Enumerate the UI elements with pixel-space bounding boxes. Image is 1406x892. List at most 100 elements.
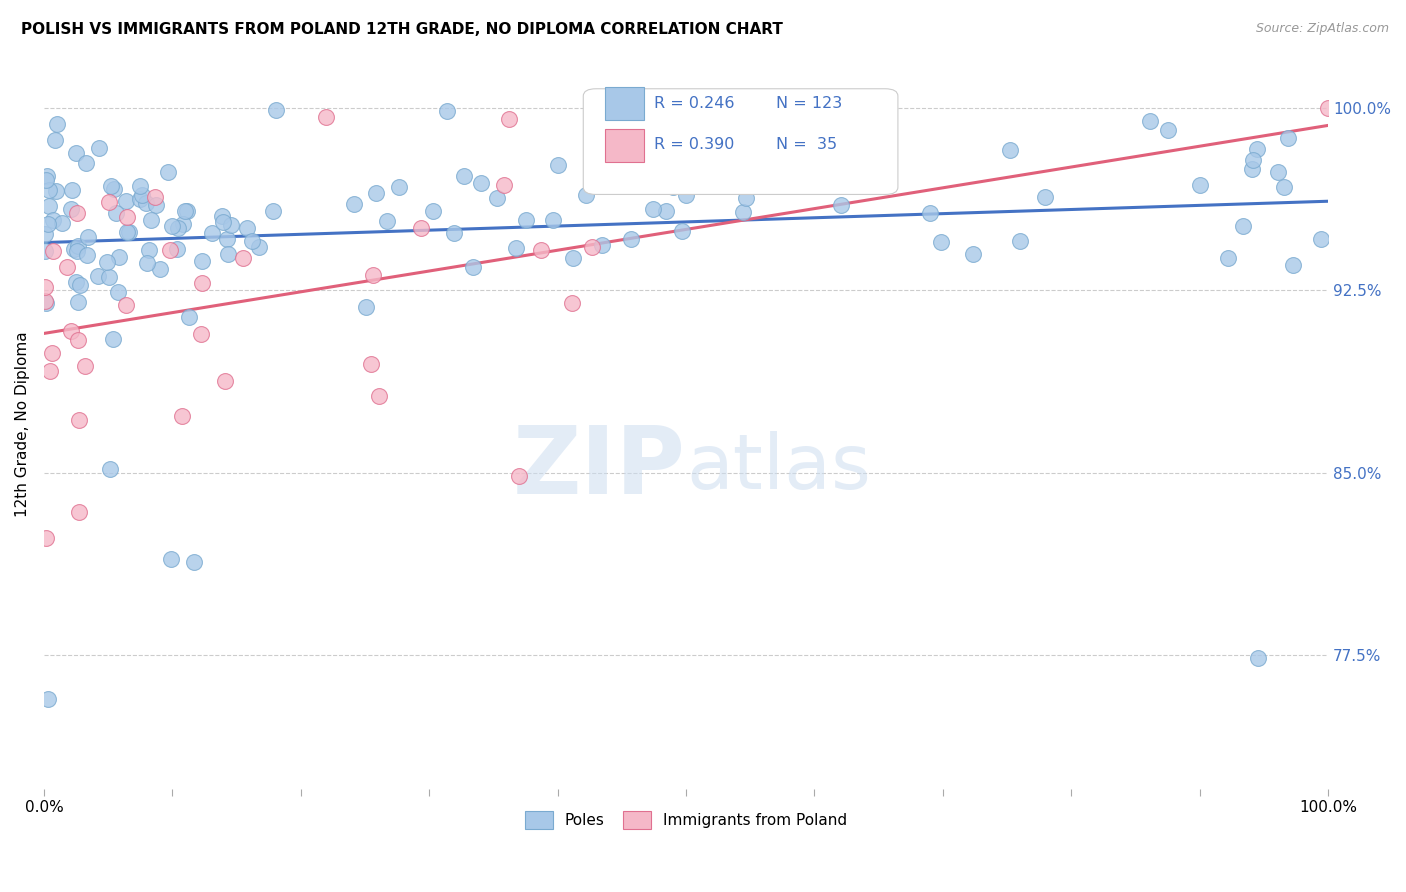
Text: N = 123: N = 123 bbox=[776, 95, 842, 111]
Point bbox=[167, 220, 190, 235]
Point bbox=[73, 359, 96, 374]
Point bbox=[361, 268, 384, 283]
Point bbox=[67, 333, 90, 347]
Point bbox=[156, 165, 179, 179]
Point bbox=[35, 169, 58, 184]
Point bbox=[232, 252, 254, 266]
Point bbox=[1033, 190, 1056, 204]
Point bbox=[87, 141, 110, 155]
Text: atlas: atlas bbox=[686, 431, 870, 505]
Point bbox=[360, 357, 382, 371]
Point bbox=[159, 243, 181, 257]
Point bbox=[675, 188, 697, 202]
Point bbox=[45, 184, 67, 198]
Point bbox=[620, 232, 643, 246]
Point bbox=[388, 179, 411, 194]
Text: POLISH VS IMMIGRANTS FROM POLAND 12TH GRADE, NO DIPLOMA CORRELATION CHART: POLISH VS IMMIGRANTS FROM POLAND 12TH GR… bbox=[21, 22, 783, 37]
FancyBboxPatch shape bbox=[605, 128, 644, 161]
Point bbox=[66, 294, 89, 309]
Point bbox=[575, 188, 598, 202]
Point bbox=[217, 247, 239, 261]
Point bbox=[190, 254, 212, 268]
Point bbox=[42, 212, 65, 227]
Text: N =  35: N = 35 bbox=[776, 137, 837, 153]
Point bbox=[69, 278, 91, 293]
Point bbox=[436, 104, 458, 119]
Point bbox=[264, 103, 287, 118]
Point bbox=[141, 213, 163, 227]
Point bbox=[470, 176, 492, 190]
Point bbox=[1000, 143, 1022, 157]
Point bbox=[115, 210, 138, 224]
Point bbox=[1008, 234, 1031, 248]
Point bbox=[655, 203, 678, 218]
FancyBboxPatch shape bbox=[583, 89, 898, 194]
Point bbox=[247, 240, 270, 254]
Point bbox=[641, 202, 664, 216]
Point bbox=[173, 203, 195, 218]
Point bbox=[56, 260, 79, 274]
Point bbox=[98, 194, 121, 209]
Point bbox=[1272, 180, 1295, 194]
Point bbox=[219, 218, 242, 232]
Point bbox=[138, 244, 160, 258]
Point bbox=[172, 217, 194, 231]
Point bbox=[214, 374, 236, 388]
Point bbox=[1277, 131, 1299, 145]
Text: Source: ZipAtlas.com: Source: ZipAtlas.com bbox=[1256, 22, 1389, 36]
Point bbox=[45, 117, 67, 131]
Point bbox=[42, 244, 65, 258]
Point bbox=[215, 232, 238, 246]
Point bbox=[75, 156, 97, 170]
Text: R = 0.246: R = 0.246 bbox=[654, 95, 734, 111]
Point bbox=[240, 234, 263, 248]
Point bbox=[461, 260, 484, 274]
Point bbox=[37, 692, 59, 706]
Point bbox=[143, 190, 166, 204]
Point bbox=[115, 225, 138, 239]
Point bbox=[1317, 101, 1340, 115]
Point bbox=[66, 206, 89, 220]
Point bbox=[39, 363, 62, 377]
Point bbox=[35, 531, 58, 545]
Point bbox=[65, 145, 87, 160]
Point bbox=[1232, 219, 1254, 234]
Point bbox=[170, 409, 193, 424]
Point bbox=[367, 389, 389, 403]
Point bbox=[51, 216, 73, 230]
Point bbox=[86, 268, 108, 283]
Point bbox=[129, 192, 152, 206]
Point bbox=[103, 181, 125, 195]
Point bbox=[515, 213, 537, 227]
Point bbox=[581, 240, 603, 254]
Point bbox=[583, 178, 606, 192]
Point bbox=[41, 346, 63, 360]
Point bbox=[492, 178, 515, 192]
Point bbox=[38, 199, 60, 213]
Point bbox=[67, 505, 90, 519]
Point bbox=[136, 256, 159, 270]
Point bbox=[485, 191, 508, 205]
Point bbox=[1267, 165, 1289, 179]
Point bbox=[166, 242, 188, 256]
Point bbox=[34, 227, 56, 242]
Point bbox=[505, 241, 527, 255]
Legend: Poles, Immigrants from Poland: Poles, Immigrants from Poland bbox=[519, 805, 853, 836]
Point bbox=[422, 204, 444, 219]
Point bbox=[115, 194, 138, 208]
Point bbox=[160, 552, 183, 566]
Point bbox=[62, 243, 84, 257]
Point bbox=[98, 462, 121, 476]
Point bbox=[145, 197, 167, 211]
Point bbox=[856, 178, 879, 192]
Point bbox=[77, 230, 100, 244]
Point bbox=[34, 280, 56, 294]
Point bbox=[561, 295, 583, 310]
Point bbox=[1240, 161, 1263, 176]
Point bbox=[44, 132, 66, 146]
Point bbox=[530, 244, 553, 258]
Point bbox=[105, 206, 128, 220]
Point bbox=[118, 225, 141, 239]
Point bbox=[409, 220, 432, 235]
Point bbox=[98, 270, 121, 285]
